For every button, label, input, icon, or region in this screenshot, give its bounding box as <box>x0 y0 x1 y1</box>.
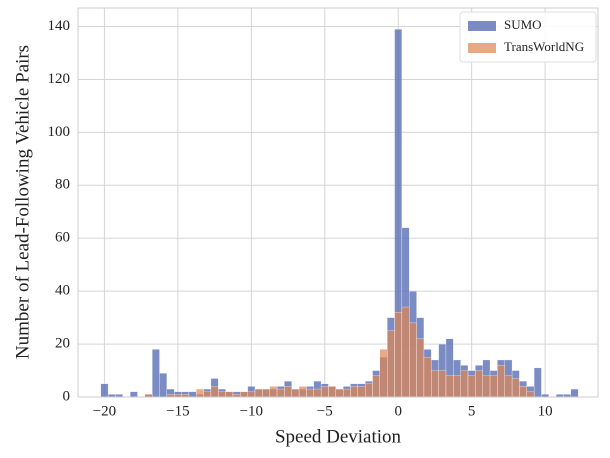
bar <box>247 391 256 398</box>
y-tick-label: 40 <box>55 283 70 299</box>
y-tick-label: 20 <box>55 336 70 352</box>
bar <box>152 349 160 398</box>
legend-swatch <box>468 21 496 31</box>
bars <box>100 29 579 398</box>
bar <box>423 357 432 398</box>
bar <box>218 391 226 398</box>
bar <box>431 370 439 398</box>
bar <box>328 386 336 398</box>
bar <box>269 386 278 398</box>
bar <box>350 386 358 398</box>
plot-frame <box>77 7 599 398</box>
x-tick-label: 5 <box>468 403 476 419</box>
bar <box>365 383 373 398</box>
bar <box>276 388 285 398</box>
bar <box>372 375 381 398</box>
bar <box>453 375 461 398</box>
y-tick-label: 120 <box>48 71 71 87</box>
bar <box>497 365 505 398</box>
bar <box>284 386 292 398</box>
bar <box>159 373 168 398</box>
bar <box>489 375 498 398</box>
x-tick-label: 0 <box>394 403 402 419</box>
bar <box>298 386 307 398</box>
x-tick-label: −5 <box>317 403 333 419</box>
bar <box>475 370 483 398</box>
bar <box>519 386 527 398</box>
y-tick-label: 80 <box>55 177 70 193</box>
bar <box>129 391 138 398</box>
bar <box>342 388 351 398</box>
y-axis-label: Number of Lead-Following Vehicle Pairs <box>12 45 33 359</box>
bar <box>306 388 314 398</box>
x-tick-label: −20 <box>93 403 116 419</box>
bar <box>387 330 395 398</box>
bar <box>313 388 322 398</box>
bar <box>438 370 447 398</box>
bar <box>394 312 403 398</box>
y-tick-label: 60 <box>55 230 70 246</box>
y-tick-label: 0 <box>63 388 71 404</box>
legend-label: SUMO <box>504 17 542 32</box>
bar <box>291 388 300 398</box>
x-tick-label: −15 <box>166 403 189 419</box>
bar <box>210 386 219 398</box>
bar <box>196 388 204 398</box>
legend-swatch <box>468 43 496 53</box>
x-tick-label: −10 <box>240 403 263 419</box>
bar <box>240 391 248 398</box>
bar <box>467 375 476 398</box>
bar <box>203 391 212 398</box>
bar <box>379 349 388 398</box>
bar <box>533 367 542 398</box>
bar <box>409 322 417 398</box>
legend-label: TransWorldNG <box>504 39 584 54</box>
bar <box>482 375 491 398</box>
bar <box>570 388 579 398</box>
bar <box>401 306 410 398</box>
bar <box>100 383 109 398</box>
y-tick-label: 140 <box>48 18 71 34</box>
x-axis-label: Speed Deviation <box>275 426 402 447</box>
legend: SUMO TransWorldNG <box>459 11 597 63</box>
bar <box>445 375 454 398</box>
bar <box>460 370 469 398</box>
y-tick-label: 100 <box>48 124 71 140</box>
bar <box>335 388 344 398</box>
bar <box>262 388 270 398</box>
bar <box>188 391 197 398</box>
bar <box>504 375 513 398</box>
bar <box>526 391 535 398</box>
bar <box>511 378 520 398</box>
x-tick-label: 10 <box>538 403 553 419</box>
bar <box>416 338 425 398</box>
bar <box>225 391 234 398</box>
grid <box>78 8 598 398</box>
bar <box>320 386 329 398</box>
bar <box>254 388 263 398</box>
bar <box>357 386 366 398</box>
